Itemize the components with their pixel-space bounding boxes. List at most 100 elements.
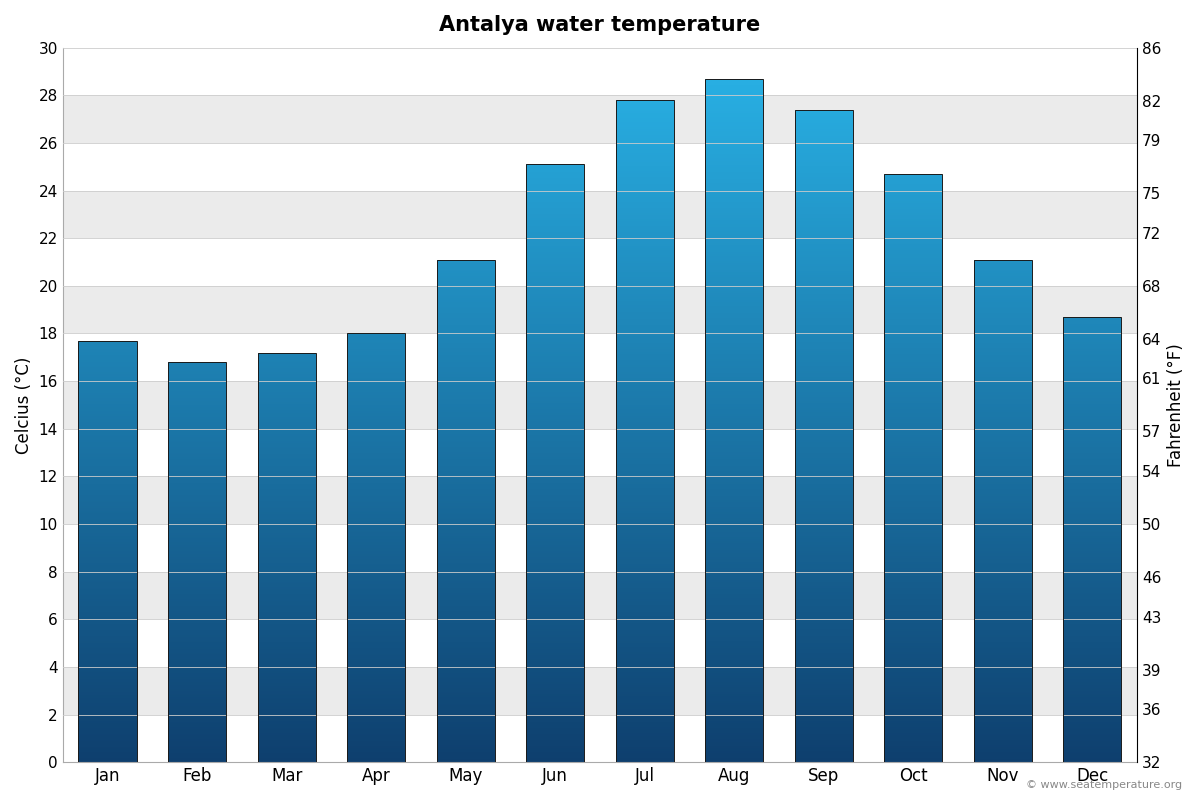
Bar — [78, 730, 137, 731]
Bar — [526, 669, 584, 670]
Bar — [347, 568, 406, 570]
Bar — [347, 562, 406, 563]
Bar — [168, 578, 226, 579]
Bar — [168, 527, 226, 529]
Bar — [526, 320, 584, 322]
Bar — [1063, 553, 1122, 554]
Bar — [706, 330, 763, 331]
Bar — [1063, 456, 1122, 458]
Bar — [616, 517, 673, 519]
Bar — [258, 638, 316, 639]
Bar — [78, 436, 137, 438]
Bar — [884, 745, 942, 746]
Bar — [78, 398, 137, 400]
Bar — [347, 492, 406, 494]
Bar — [616, 233, 673, 234]
Bar — [258, 716, 316, 717]
Bar — [168, 702, 226, 703]
Bar — [794, 662, 853, 664]
Bar — [347, 370, 406, 372]
Bar — [1063, 710, 1122, 712]
Bar — [526, 200, 584, 202]
Bar — [1063, 612, 1122, 614]
Bar — [258, 500, 316, 502]
Bar — [258, 363, 316, 365]
Bar — [78, 726, 137, 727]
Bar — [347, 345, 406, 346]
Bar — [973, 434, 1032, 435]
Bar — [616, 566, 673, 568]
Bar — [706, 315, 763, 318]
Bar — [168, 514, 226, 515]
Bar — [258, 614, 316, 616]
Bar — [258, 601, 316, 602]
Bar — [706, 254, 763, 256]
Bar — [168, 602, 226, 603]
Bar — [973, 325, 1032, 326]
Bar — [258, 646, 316, 647]
Bar — [78, 610, 137, 612]
Bar — [168, 597, 226, 598]
Bar — [973, 550, 1032, 551]
Bar — [526, 581, 584, 583]
Bar — [168, 491, 226, 493]
Bar — [258, 404, 316, 406]
Bar — [437, 658, 494, 660]
Bar — [78, 577, 137, 578]
Bar — [168, 595, 226, 597]
Bar — [437, 742, 494, 744]
Bar — [347, 455, 406, 456]
Bar — [347, 430, 406, 432]
Bar — [616, 290, 673, 292]
Bar — [437, 747, 494, 749]
Bar — [794, 634, 853, 636]
Bar — [973, 332, 1032, 334]
Bar — [258, 637, 316, 638]
Bar — [258, 376, 316, 377]
Bar — [616, 711, 673, 714]
Bar — [437, 280, 494, 282]
Bar — [347, 354, 406, 355]
Bar — [794, 198, 853, 201]
Bar — [794, 251, 853, 253]
Bar — [78, 423, 137, 425]
Bar — [973, 531, 1032, 533]
Bar — [706, 213, 763, 215]
Bar — [1063, 658, 1122, 660]
Bar — [168, 459, 226, 461]
Bar — [1063, 570, 1122, 572]
Bar — [347, 703, 406, 705]
Bar — [526, 178, 584, 180]
Bar — [884, 415, 942, 417]
Bar — [347, 434, 406, 435]
Bar — [1063, 657, 1122, 658]
Bar — [437, 686, 494, 689]
Bar — [258, 459, 316, 460]
Bar — [347, 459, 406, 461]
Bar — [347, 514, 406, 515]
Bar — [973, 340, 1032, 342]
Bar — [1063, 630, 1122, 631]
Bar — [526, 216, 584, 218]
Bar — [1063, 673, 1122, 674]
Bar — [706, 225, 763, 226]
Bar — [884, 268, 942, 270]
Bar — [258, 721, 316, 722]
Bar — [1063, 364, 1122, 366]
Bar — [78, 651, 137, 653]
Bar — [347, 558, 406, 559]
Bar — [616, 563, 673, 566]
Bar — [794, 277, 853, 279]
Bar — [973, 757, 1032, 758]
Bar — [437, 386, 494, 387]
Bar — [258, 635, 316, 637]
Bar — [706, 734, 763, 737]
Bar — [616, 471, 673, 473]
Bar — [1063, 510, 1122, 511]
Bar — [1063, 646, 1122, 648]
Bar — [794, 455, 853, 458]
Bar — [78, 376, 137, 377]
Bar — [973, 617, 1032, 618]
Bar — [168, 535, 226, 537]
Bar — [168, 697, 226, 698]
